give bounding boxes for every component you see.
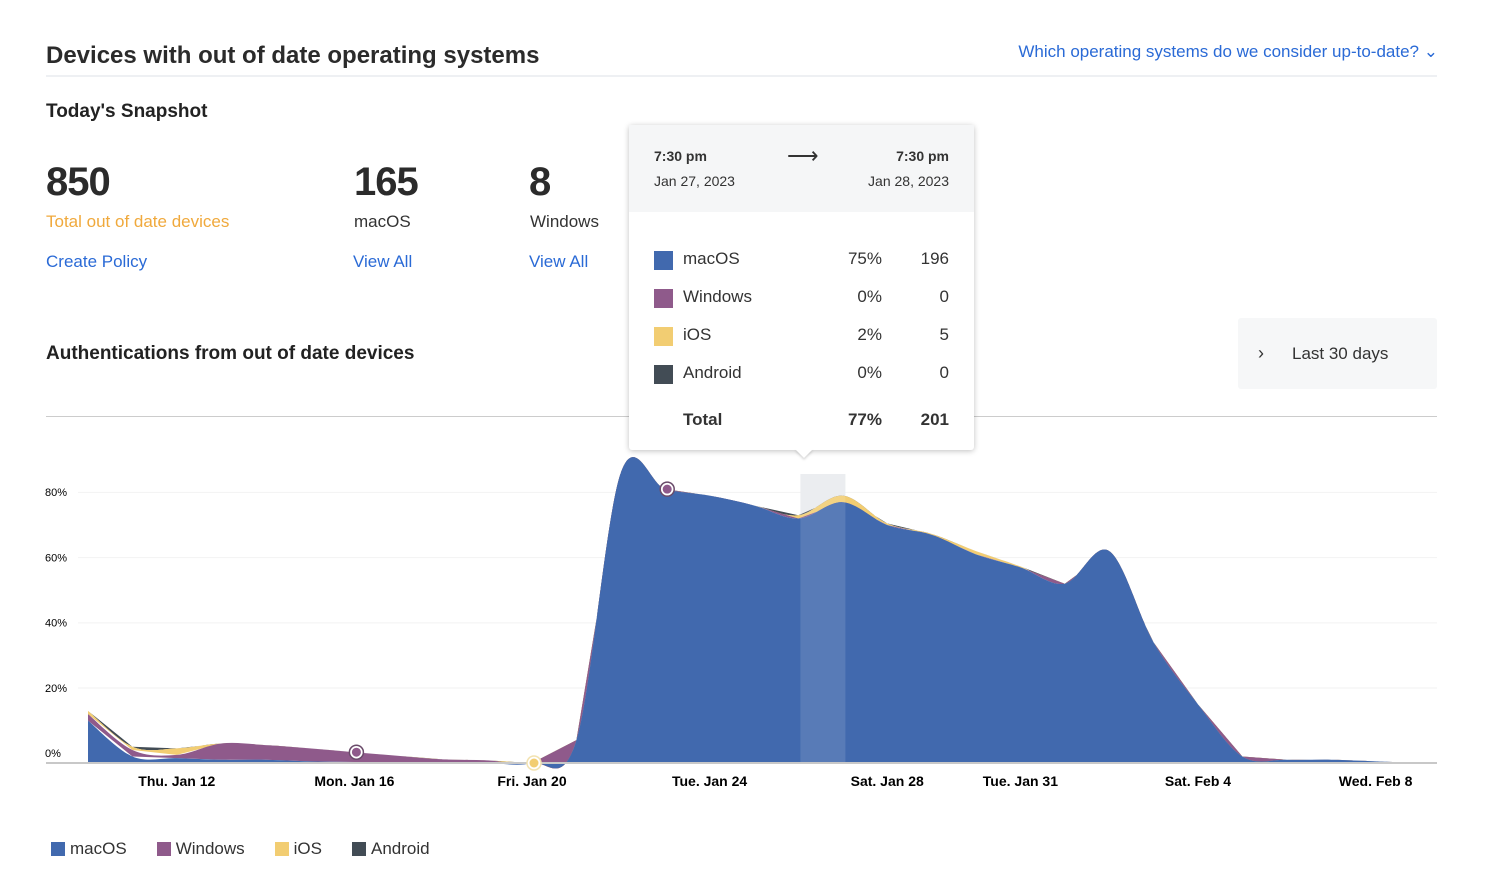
total-percent: 77% bbox=[847, 410, 882, 429]
tooltip-header: 7:30 pm Jan 27, 2023 ⟶ 7:30 pm Jan 28, 2… bbox=[629, 125, 974, 212]
stat-macos-label: macOS bbox=[354, 212, 411, 231]
row-percent: 0% bbox=[857, 363, 882, 382]
help-link-label: Which operating systems do we consider u… bbox=[1018, 42, 1420, 61]
y-tick-label: 40% bbox=[45, 618, 67, 630]
y-tick-label: 0% bbox=[45, 748, 61, 760]
tooltip-row-windows: Windows 0% 0 bbox=[654, 287, 949, 309]
x-tick-label: Thu. Jan 12 bbox=[138, 773, 215, 789]
row-label: Windows bbox=[683, 287, 752, 306]
divider bbox=[46, 75, 1437, 77]
tooltip-end-date: Jan 28, 2023 bbox=[868, 173, 949, 189]
total-label: Total bbox=[683, 410, 723, 429]
legend-item-windows[interactable]: Windows bbox=[156, 839, 245, 859]
legend-item-android[interactable]: Android bbox=[352, 839, 430, 859]
x-tick-label: Wed. Feb 8 bbox=[1339, 773, 1413, 789]
legend-swatch bbox=[274, 842, 289, 856]
up-to-date-os-link[interactable]: Which operating systems do we consider u… bbox=[1018, 42, 1438, 62]
stat-total-label: Total out of date devices bbox=[46, 212, 230, 231]
swatch bbox=[654, 327, 673, 346]
chart-tooltip: 7:30 pm Jan 27, 2023 ⟶ 7:30 pm Jan 28, 2… bbox=[629, 125, 974, 450]
row-label: macOS bbox=[683, 249, 740, 268]
x-tick-label: Sat. Jan 28 bbox=[851, 773, 924, 789]
highlight-overlay bbox=[800, 474, 846, 764]
y-tick-label: 80% bbox=[45, 487, 67, 499]
swatch bbox=[654, 289, 673, 308]
date-range-button[interactable]: › Last 30 days bbox=[1238, 318, 1437, 389]
chevron-right-icon: › bbox=[1258, 343, 1264, 363]
legend-label: iOS bbox=[293, 839, 322, 858]
legend-label: macOS bbox=[70, 839, 127, 858]
tooltip-start-date: Jan 27, 2023 bbox=[654, 173, 735, 189]
tooltip-start-time: 7:30 pm bbox=[654, 148, 707, 164]
total-count: 201 bbox=[920, 410, 949, 429]
arrow-right-icon: ⟶ bbox=[787, 143, 819, 168]
row-count: 0 bbox=[939, 287, 949, 306]
tooltip-row-macos: macOS 75% 196 bbox=[654, 249, 949, 271]
page-title: Devices with out of date operating syste… bbox=[46, 42, 540, 69]
create-policy-link[interactable]: Create Policy bbox=[46, 252, 148, 271]
legend-swatch bbox=[156, 842, 171, 856]
tooltip-pointer bbox=[795, 449, 813, 458]
area-macos bbox=[88, 457, 1420, 769]
stat-windows-value: 8 bbox=[529, 160, 551, 204]
legend-swatch bbox=[352, 842, 366, 856]
legend-swatch bbox=[51, 842, 65, 856]
chart-legend: macOS Windows iOS Android bbox=[51, 839, 460, 859]
tooltip-end-time: 7:30 pm bbox=[896, 148, 949, 164]
x-tick-label: Tue. Jan 24 bbox=[672, 773, 747, 789]
tooltip-row-ios: iOS 2% 5 bbox=[654, 325, 949, 347]
stat-macos-value: 165 bbox=[354, 160, 419, 204]
y-tick-label: 60% bbox=[45, 552, 67, 564]
x-tick-label: Fri. Jan 20 bbox=[497, 773, 566, 789]
data-point-marker-fill bbox=[529, 758, 539, 768]
tooltip-row-android: Android 0% 0 bbox=[654, 363, 949, 385]
row-percent: 2% bbox=[857, 325, 882, 344]
y-tick-label: 20% bbox=[45, 683, 67, 695]
x-tick-label: Mon. Jan 16 bbox=[314, 773, 394, 789]
row-label: Android bbox=[683, 363, 742, 382]
stat-total-value: 850 bbox=[46, 160, 111, 204]
snapshot-title: Today's Snapshot bbox=[46, 101, 208, 122]
row-label: iOS bbox=[683, 325, 712, 344]
row-count: 0 bbox=[939, 363, 949, 382]
legend-item-ios[interactable]: iOS bbox=[274, 839, 322, 859]
data-point-marker-fill bbox=[662, 484, 672, 494]
stat-windows-label: Windows bbox=[530, 212, 599, 231]
view-all-windows-link[interactable]: View All bbox=[529, 252, 589, 271]
auth-chart-title: Authentications from out of date devices bbox=[46, 343, 415, 364]
row-percent: 75% bbox=[847, 249, 882, 268]
view-all-macos-link[interactable]: View All bbox=[353, 252, 413, 271]
row-count: 196 bbox=[920, 249, 949, 268]
swatch bbox=[654, 365, 673, 384]
swatch bbox=[654, 251, 673, 270]
data-point-marker-fill bbox=[351, 747, 361, 757]
legend-label: Windows bbox=[175, 839, 245, 858]
tooltip-total-row: Total 77% 201 bbox=[654, 410, 949, 432]
row-percent: 0% bbox=[857, 287, 882, 306]
date-range-label: Last 30 days bbox=[1292, 343, 1389, 363]
legend-item-macos[interactable]: macOS bbox=[51, 839, 127, 859]
x-tick-label: Sat. Feb 4 bbox=[1165, 773, 1231, 789]
x-tick-label: Tue. Jan 31 bbox=[983, 773, 1058, 789]
chevron-down-icon: ⌄ bbox=[1423, 42, 1438, 61]
row-count: 5 bbox=[939, 325, 949, 344]
legend-label: Android bbox=[371, 839, 430, 858]
